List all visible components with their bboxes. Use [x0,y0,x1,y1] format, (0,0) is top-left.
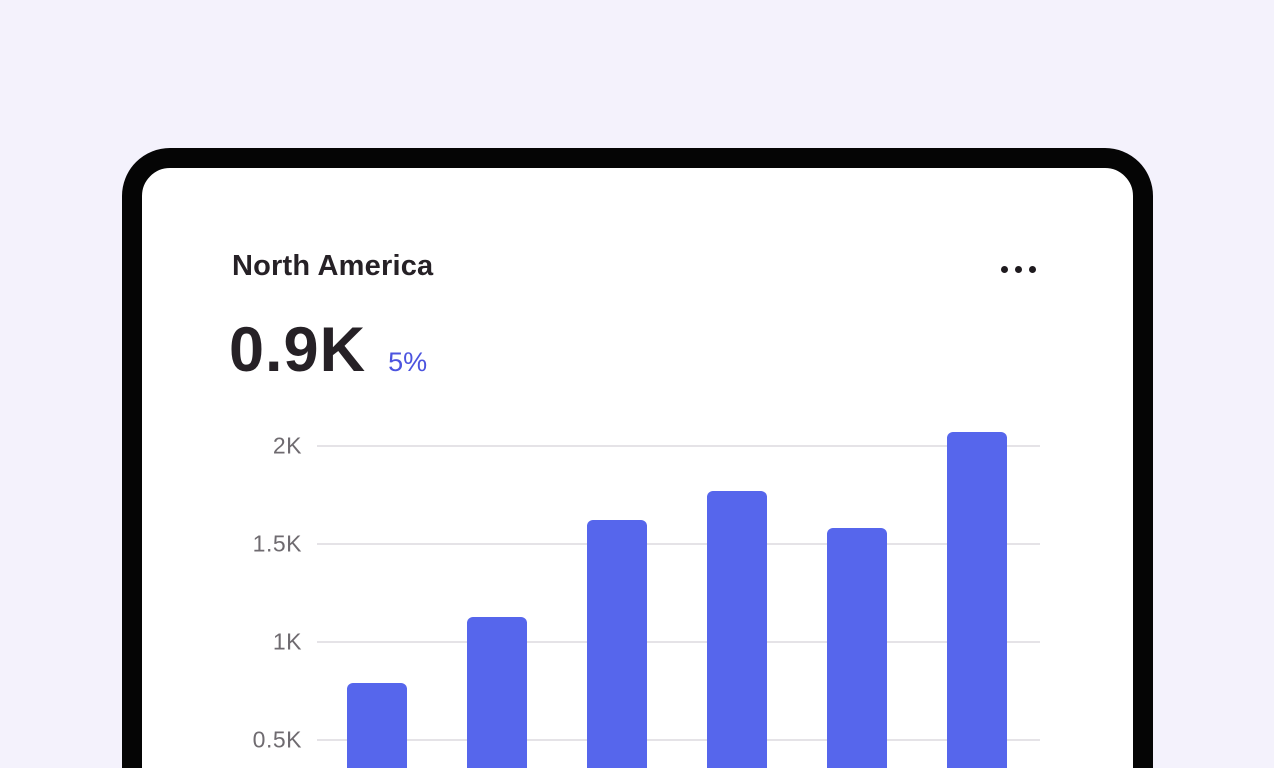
metric-value: 0.9K [229,315,367,385]
card-menu-button[interactable] [990,252,1046,286]
metric-delta-badge: 5% [388,347,428,377]
card-title: North America [232,250,434,282]
y-axis-tick-label: 0.5K [252,726,302,753]
ellipsis-horizontal-icon [1000,265,1036,273]
metric-row: 0.9K 5% [229,314,427,386]
ellipsis-dot [1000,265,1008,273]
y-axis-tick-label: 2K [272,432,302,458]
y-axis-tick-label: 1.5K [252,530,302,557]
ellipsis-dot [1014,265,1022,273]
bar[interactable] [947,431,1007,768]
bar[interactable] [587,520,647,768]
gridline [317,739,1040,742]
bar[interactable] [707,490,767,768]
bar[interactable] [347,683,407,768]
gridline [317,444,1040,447]
gridline [317,542,1040,545]
bar[interactable] [467,616,527,768]
bar[interactable] [827,528,887,768]
y-axis-tick-label: 1K [272,628,302,655]
gridline [317,641,1040,644]
stat-card-content: North America 0.9K 5% 2K 1.5K 1K 0.5K [142,168,1133,768]
bar-chart: 2K 1.5K 1K 0.5K [142,168,1133,768]
ellipsis-dot [1028,265,1036,273]
stat-card: North America 0.9K 5% 2K 1.5K 1K 0.5K [122,148,1153,768]
